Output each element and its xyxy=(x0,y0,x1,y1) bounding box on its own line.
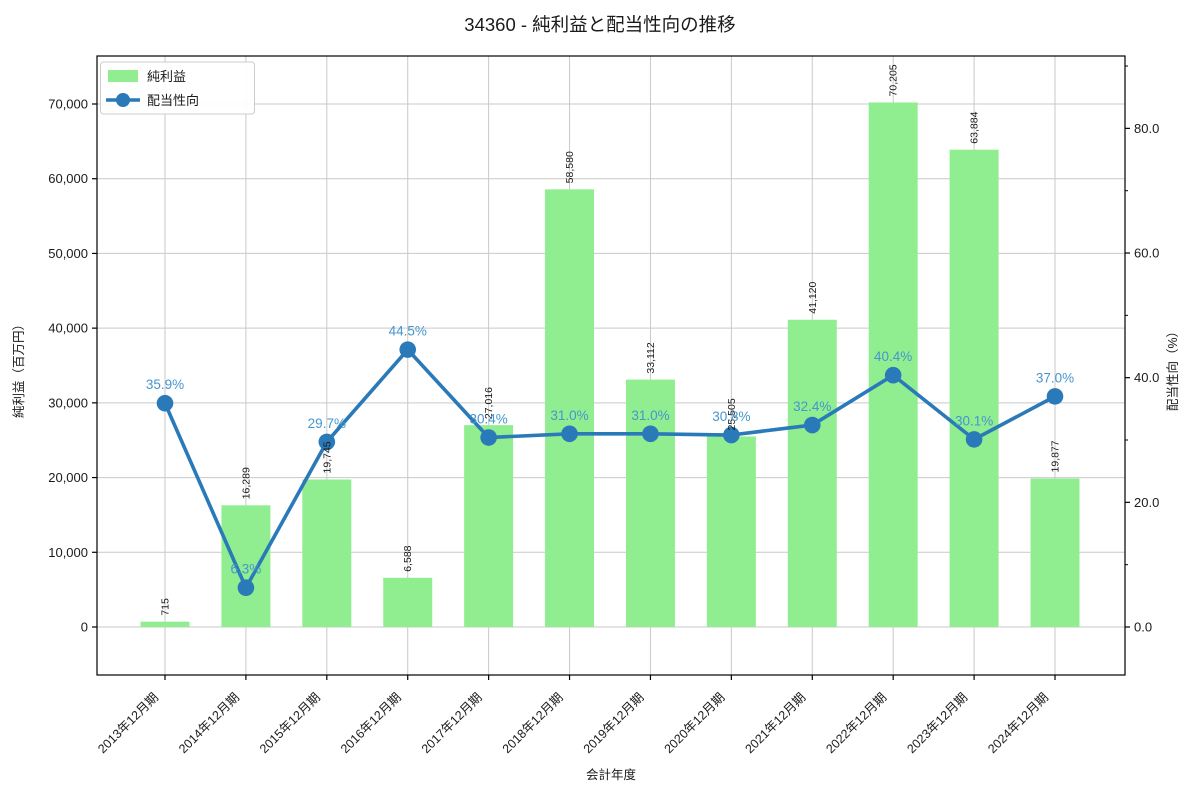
bar-value-label: 19,745 xyxy=(321,441,333,473)
line-marker-2017年12月期 xyxy=(480,429,497,446)
legend-line-marker xyxy=(116,93,130,107)
plot-border xyxy=(96,55,1126,676)
bar-2018年12月期 xyxy=(545,189,595,627)
y-left-tick-label: 50,000 xyxy=(48,246,88,261)
line-value-label: 35.9% xyxy=(146,377,184,392)
legend-bar-label: 純利益 xyxy=(147,69,186,84)
line-marker-2022年12月期 xyxy=(884,366,902,384)
y-right-axis-label: 配当性向（%） xyxy=(1165,325,1180,411)
line-marker-2015年12月期 xyxy=(318,433,336,451)
line-marker-2021年12月期 xyxy=(803,416,821,434)
y-left-tick-label: 60,000 xyxy=(48,171,88,186)
y-left-axis-label: 純利益（百万円） xyxy=(12,318,26,418)
bar-2020年12月期 xyxy=(706,436,756,627)
bar-value-label: 63,884 xyxy=(969,111,981,143)
bar-2021年12月期 xyxy=(787,319,837,627)
bar-2024年12月期 xyxy=(1030,478,1080,627)
line-marker-2018年12月期 xyxy=(561,425,578,443)
y-left-tick-label: 0 xyxy=(81,620,88,635)
legend-bar-swatch xyxy=(108,70,138,82)
line-marker-2024年12月期 xyxy=(1046,388,1064,405)
y-right-tick-label: 20.0 xyxy=(1134,495,1159,510)
line-value-label: 31.0% xyxy=(550,408,588,423)
y-left-tick-label: 70,000 xyxy=(48,97,88,112)
bar-value-label: 27,016 xyxy=(483,387,495,419)
bar-value-label: 58,580 xyxy=(564,151,576,183)
line-marker-2014年12月期 xyxy=(237,579,255,597)
line-marker-2020年12月期 xyxy=(723,426,740,444)
line-marker-2023年12月期 xyxy=(965,431,983,448)
bar-2019年12月期 xyxy=(625,379,675,627)
bar-value-label: 33,112 xyxy=(645,342,657,373)
y-left-tick-label: 10,000 xyxy=(48,545,88,560)
line-marker-2019年12月期 xyxy=(642,425,659,443)
line-value-label: 44.5% xyxy=(389,324,427,339)
y-right-tick-label: 40.0 xyxy=(1134,370,1159,385)
line-value-label: 29.7% xyxy=(308,416,346,431)
line-value-label: 31.0% xyxy=(631,408,669,423)
x-axis-label: 会計年度 xyxy=(586,767,637,782)
bar-value-label: 16,289 xyxy=(240,467,252,499)
bar-value-label: 715 xyxy=(160,598,172,616)
line-value-label: 32.4% xyxy=(793,399,831,414)
bar-2016年12月期 xyxy=(383,577,433,627)
y-right-tick-label: 0.0 xyxy=(1134,620,1152,635)
legend: 純利益 配当性向 xyxy=(100,61,255,115)
line-marker-2013年12月期 xyxy=(156,394,174,412)
bar-value-label: 6,588 xyxy=(402,545,414,571)
y-right-tick-label: 80.0 xyxy=(1134,121,1159,136)
line-value-label: 37.0% xyxy=(1036,370,1074,385)
bar-2022年12月期 xyxy=(868,102,918,627)
bar-series xyxy=(140,102,1080,627)
bar-2014年12月期 xyxy=(221,505,271,627)
line-value-label: 30.1% xyxy=(955,413,993,428)
bar-value-label: 41,120 xyxy=(807,281,819,313)
data-label-layer: 715 16,289 19,745 6,588 27,016 58,580 33,112 25… xyxy=(146,64,1074,615)
axes-frame xyxy=(96,55,1126,676)
bar-2015年12月期 xyxy=(302,479,352,627)
bar-2017年12月期 xyxy=(464,425,514,627)
chart-title: 34360 - 純利益と配当性向の推移 xyxy=(464,14,735,35)
line-marker-2016年12月期 xyxy=(399,341,417,358)
y-left-tick-label: 20,000 xyxy=(48,470,88,485)
y-right-tick-label: 60.0 xyxy=(1134,246,1159,261)
line-series xyxy=(156,341,1064,597)
line-value-label: 40.4% xyxy=(874,349,912,364)
legend-line-label: 配当性向 xyxy=(147,93,199,108)
line-value-label: 30.8% xyxy=(712,409,750,424)
bar-value-label: 70,205 xyxy=(888,64,900,96)
bar-value-label: 19,877 xyxy=(1050,440,1062,472)
y-left-tick-label: 30,000 xyxy=(48,395,88,410)
bar-2023年12月期 xyxy=(949,149,999,627)
bar-2013年12月期 xyxy=(140,621,190,627)
bar-value-label: 25,505 xyxy=(726,398,738,430)
line-value-label: 6.3% xyxy=(231,562,262,577)
line-value-label: 30.4% xyxy=(469,412,507,427)
y-left-tick-label: 40,000 xyxy=(48,321,88,336)
payout-line xyxy=(163,347,1056,590)
